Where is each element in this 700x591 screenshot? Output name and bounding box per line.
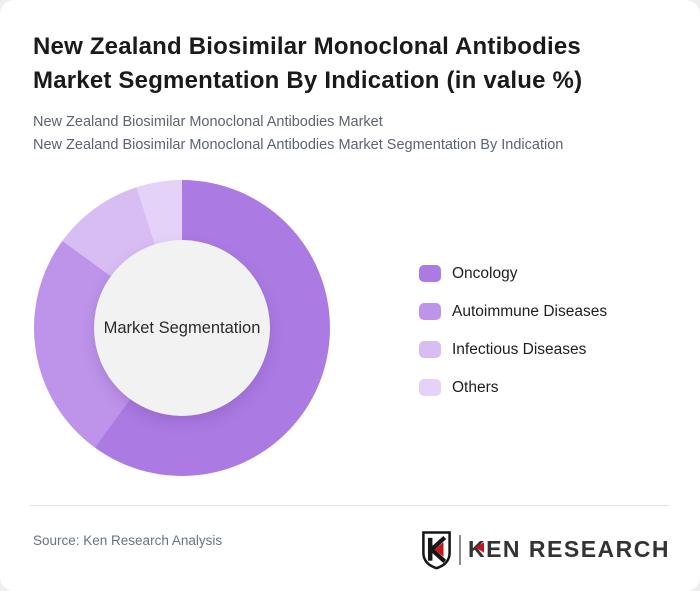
legend-swatch-infectious-diseases — [419, 341, 441, 358]
shield-k-icon — [422, 530, 451, 569]
legend-swatch-autoimmune-diseases — [419, 303, 441, 320]
brand-wordmark: KEN RESEARCH — [467, 536, 670, 562]
donut-hole: Market Segmentation — [94, 240, 270, 416]
legend-swatch-others — [419, 379, 441, 396]
ken-research-logo: KEN RESEARCH — [420, 529, 670, 570]
legend-label-others: Others — [452, 378, 499, 396]
subtitle-line-2: New Zealand Biosimilar Monoclonal Antibo… — [33, 137, 564, 153]
legend-label-autoimmune-diseases: Autoimmune Diseases — [452, 302, 608, 320]
donut-chart: Market Segmentation — [34, 180, 330, 476]
brand-k-red-triangle-icon — [475, 542, 485, 553]
legend-item-oncology: Oncology — [419, 265, 607, 282]
subtitle-line-1: New Zealand Biosimilar Monoclonal Antibo… — [33, 114, 383, 130]
footer-divider — [30, 505, 670, 506]
subtitle-block: New Zealand Biosimilar Monoclonal Antibo… — [33, 111, 673, 157]
legend-label-oncology: Oncology — [452, 264, 518, 282]
page-title: New Zealand Biosimilar Monoclonal Antibo… — [33, 33, 583, 94]
source-note: Source: Ken Research Analysis — [33, 533, 223, 548]
legend-item-others: Others — [419, 379, 607, 396]
donut-center-label: Market Segmentation — [103, 318, 261, 337]
chart-legend: Oncology Autoimmune Diseases Infectious … — [419, 265, 607, 396]
legend-swatch-oncology — [419, 265, 441, 282]
legend-item-infectious-diseases: Infectious Diseases — [419, 341, 607, 358]
legend-label-infectious-diseases: Infectious Diseases — [452, 340, 587, 358]
legend-item-autoimmune-diseases: Autoimmune Diseases — [419, 303, 607, 320]
logo-separator — [458, 534, 461, 565]
